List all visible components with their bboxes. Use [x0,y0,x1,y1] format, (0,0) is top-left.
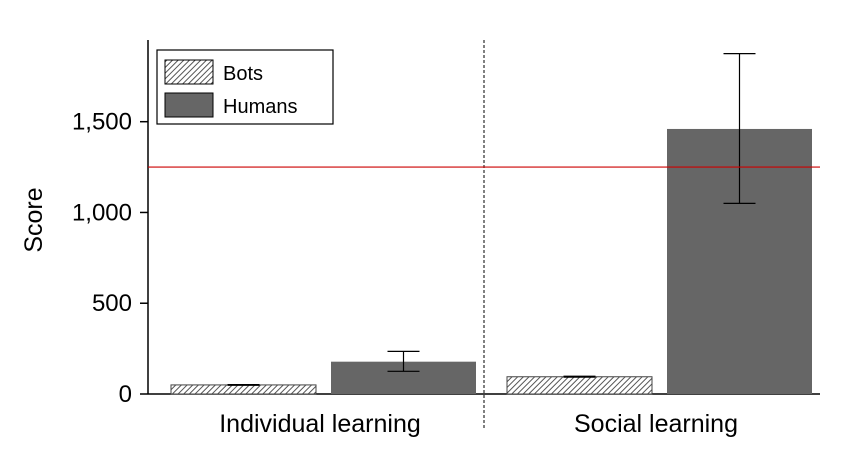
y-axis-title: Score [20,187,48,252]
x-category-label: Individual learning [219,410,421,438]
y-tick-label: 500 [92,290,132,317]
bar-bots-0 [170,384,317,395]
legend-swatch-bots [164,59,214,85]
legend-label-bots: Bots [223,63,263,85]
legend-swatch-humans [164,92,214,118]
y-tick-label: 1,000 [72,199,132,226]
legend: Bots Humans [156,49,334,125]
x-category-label: Social learning [574,410,738,438]
y-tick-label: 0 [119,381,132,408]
legend-label-humans: Humans [223,96,297,118]
y-tick-label: 1,500 [72,109,132,136]
bar-bots-1 [506,376,653,395]
